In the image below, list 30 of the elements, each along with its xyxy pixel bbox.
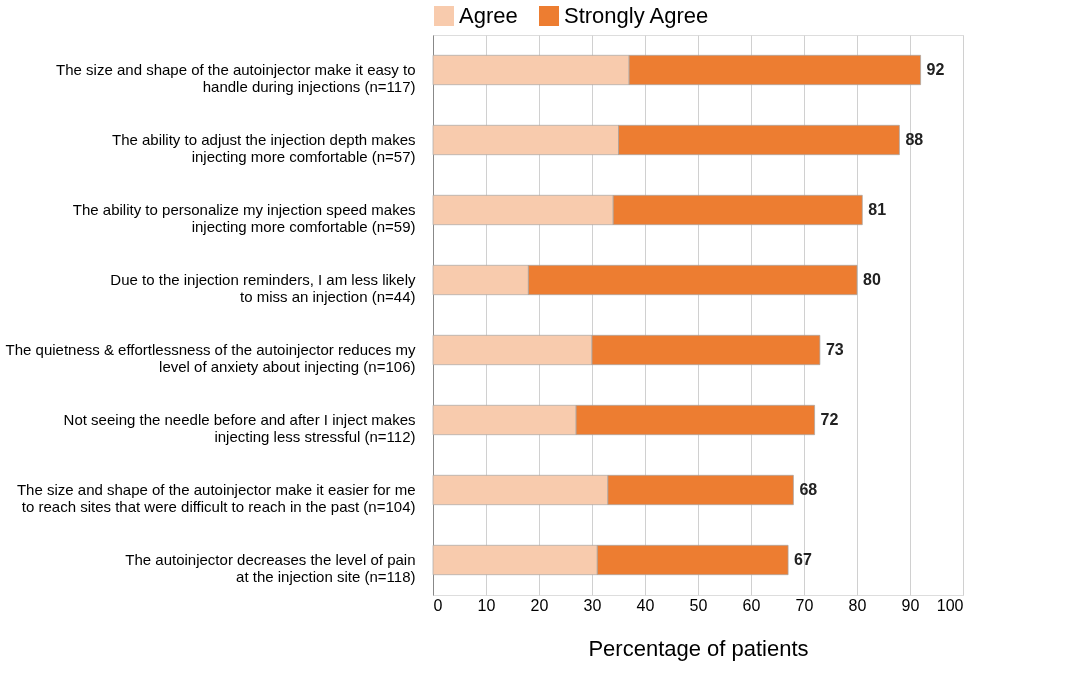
y-tick-label: The size and shape of the autoinjector make it easy to handle during injections (n=117) xyxy=(56,61,416,95)
total-label: 67 xyxy=(794,551,812,568)
x-tick-label: 80 xyxy=(848,596,867,614)
y-tick-label: The ability to adjust the injection depth makes injecting more comfortable (n=57) xyxy=(111,131,416,165)
total-label: 92 xyxy=(926,61,945,78)
total-label: 81 xyxy=(868,201,887,218)
x-tick-label: 100 xyxy=(936,596,964,614)
x-tick-label: 40 xyxy=(636,596,655,614)
y-tick-label: Due to the injection reminders, I am less likely to miss an injection (n=44) xyxy=(110,271,416,305)
y-tick-label: The autoinjector decreases the level of pain at the injection site (n=118) xyxy=(125,551,416,585)
x-tick-label: 0 xyxy=(433,596,443,614)
y-tick-label: The quietness & effortlessness of the autoinjector reduces my level of anxiety about injecting (n=106) xyxy=(5,341,416,375)
x-tick-label: 30 xyxy=(583,596,602,614)
total-label: 73 xyxy=(825,341,844,358)
x-axis-title: Percentage of patients xyxy=(588,635,809,661)
legend-label: Strongly Agree xyxy=(564,3,709,28)
x-tick-label: 90 xyxy=(901,596,920,614)
x-tick-label: 70 xyxy=(795,596,814,614)
y-tick-label: Not seeing the needle before and after I inject makes injecting less stressful (n=112) xyxy=(63,411,416,445)
x-tick-label: 10 xyxy=(477,596,496,614)
legend-label: Agree xyxy=(459,3,518,28)
total-label: 68 xyxy=(799,481,818,498)
total-label: 80 xyxy=(863,271,881,288)
x-tick-label: 60 xyxy=(742,596,761,614)
x-tick-label: 20 xyxy=(530,596,549,614)
y-tick-label: The size and shape of the autoinjector make it easier for me to reach sites that were difficult to reach in the past (n=104) xyxy=(16,481,416,515)
total-label: 72 xyxy=(820,411,839,428)
y-tick-label: The ability to personalize my injection speed makes injecting more comfortable (n=59) xyxy=(72,201,416,235)
total-label: 88 xyxy=(905,131,924,148)
x-tick-label: 50 xyxy=(689,596,708,614)
